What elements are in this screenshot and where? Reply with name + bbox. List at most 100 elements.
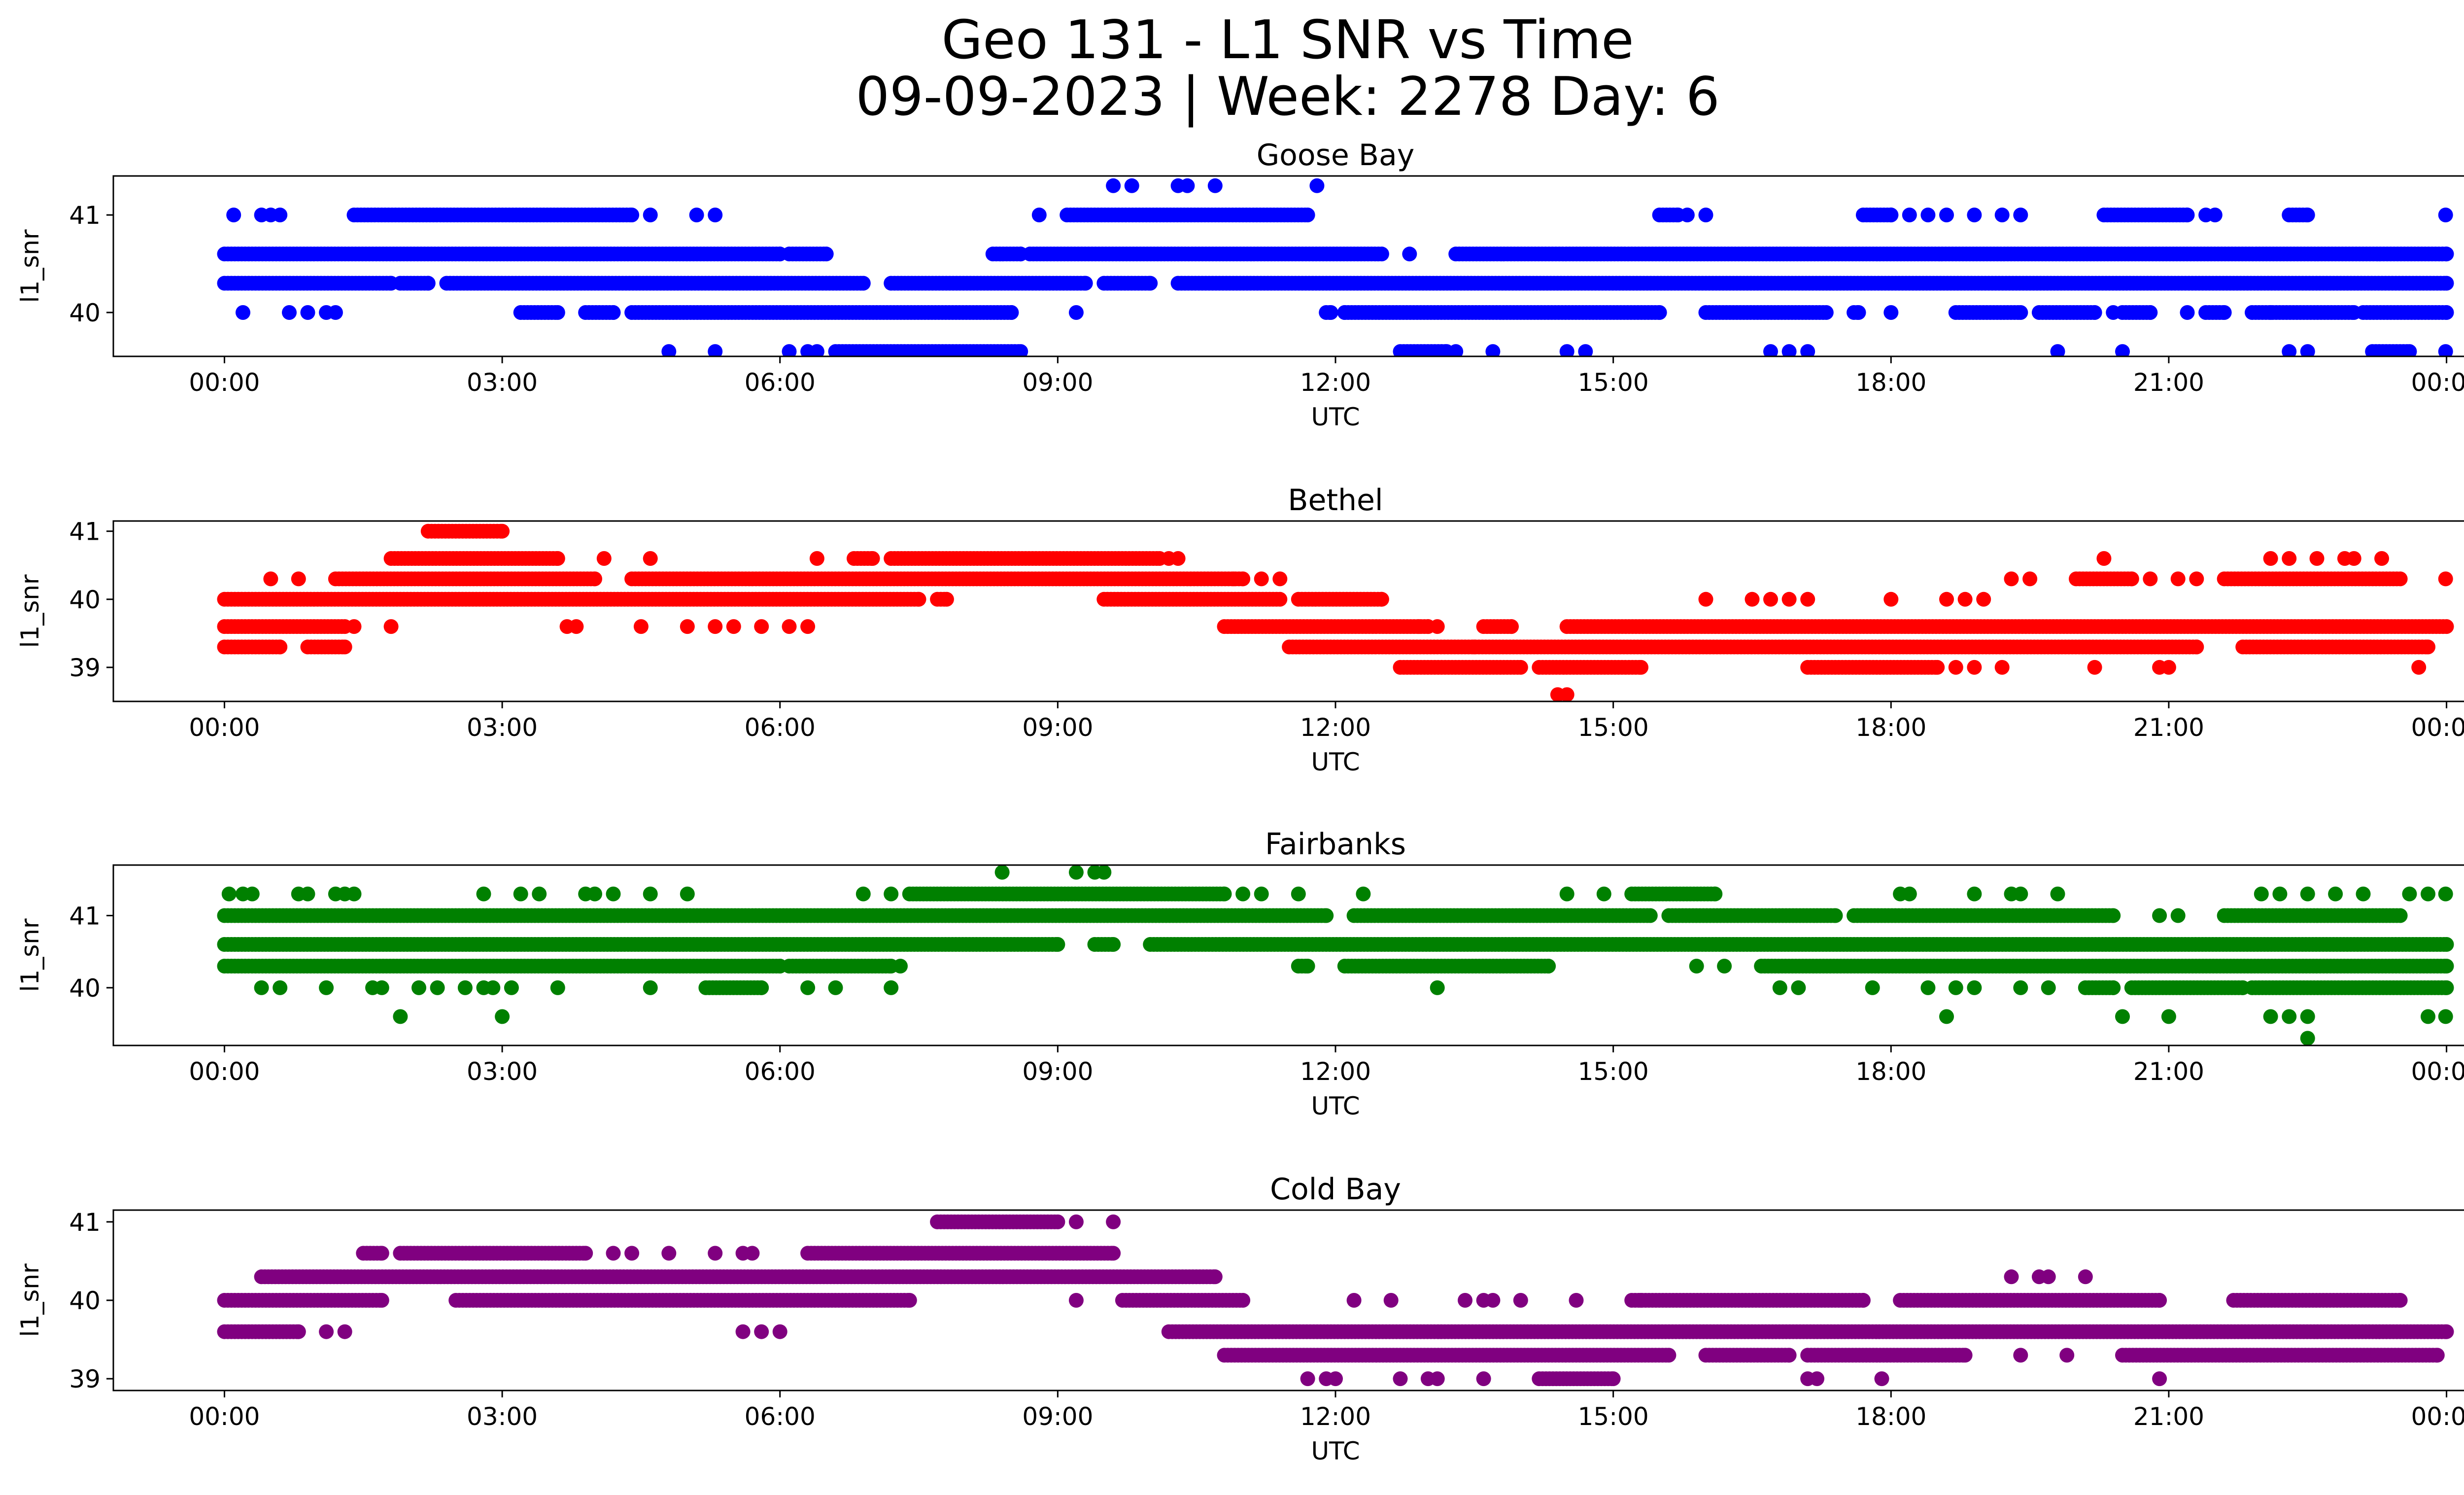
goose-bay-point xyxy=(1800,344,1815,356)
fairbanks-point xyxy=(2393,908,2408,923)
goose-bay-point xyxy=(1883,305,1899,320)
bethel-point xyxy=(2439,619,2454,634)
bethel-point xyxy=(273,639,288,655)
goose-bay-point xyxy=(1323,305,1338,320)
bethel-point xyxy=(2189,571,2204,587)
bethel-point xyxy=(1967,660,1982,675)
bethel-point xyxy=(2161,660,2176,675)
bethel-x-tick-label: 18:00 xyxy=(1855,713,1926,742)
goose-bay-point xyxy=(1851,305,1866,320)
goose-bay-point xyxy=(2402,344,2417,356)
goose-bay-point xyxy=(689,208,704,223)
bethel-point xyxy=(2189,639,2204,655)
bethel-point xyxy=(1559,687,1574,701)
bethel-point xyxy=(1170,551,1186,566)
figure-title: Geo 131 - L1 SNR vs Time xyxy=(941,9,1634,71)
goose-bay-y-tick-label: 40 xyxy=(69,299,101,327)
goose-bay-point xyxy=(420,276,436,291)
bethel-point xyxy=(1411,619,1427,634)
goose-bay-x-tick-label: 00:00 xyxy=(2411,368,2464,397)
goose-bay-y-axis-label: l1_snr xyxy=(16,229,44,303)
goose-bay-point xyxy=(1004,305,1019,320)
goose-bay-point xyxy=(1448,344,1464,356)
goose-bay-y-tick-label: 41 xyxy=(69,201,101,230)
fairbanks-title: Fairbanks xyxy=(1265,827,1406,862)
bethel-point xyxy=(1226,571,1241,587)
bethel-point xyxy=(2309,551,2325,566)
goose-bay-point xyxy=(606,305,621,320)
goose-bay-point xyxy=(1124,178,1139,193)
bethel-x-tick-label: 06:00 xyxy=(745,713,816,742)
fairbanks-markers xyxy=(217,865,2454,1045)
goose-bay-point xyxy=(2300,208,2315,223)
fairbanks-point xyxy=(2106,908,2121,923)
bethel-x-tick-label: 03:00 xyxy=(467,713,538,742)
bethel-point xyxy=(2346,551,2361,566)
fairbanks-point xyxy=(1050,937,1065,952)
bethel-point xyxy=(1883,591,1899,607)
goose-bay-point xyxy=(1180,178,1195,193)
bethel-point xyxy=(643,551,658,566)
goose-bay-point xyxy=(2180,208,2195,223)
bethel-point xyxy=(754,619,769,634)
goose-bay-x-tick-label: 09:00 xyxy=(1022,368,1093,397)
bethel-y-axis-label: l1_snr xyxy=(16,574,44,648)
bethel-point xyxy=(782,619,797,634)
goose-bay-point xyxy=(1902,208,1917,223)
bethel-point xyxy=(1957,591,1973,607)
bethel-point xyxy=(2263,551,2278,566)
goose-bay-point xyxy=(2013,305,2028,320)
bethel-point xyxy=(2087,660,2102,675)
bethel-point xyxy=(809,551,824,566)
bethel-point xyxy=(1948,660,1963,675)
bethel-point xyxy=(726,619,741,634)
bethel-x-tick-label: 00:00 xyxy=(189,713,260,742)
goose-bay-point xyxy=(1207,178,1223,193)
bethel-title: Bethel xyxy=(1288,483,1383,518)
goose-bay-point xyxy=(1883,208,1899,223)
bethel-x-tick-label: 00:00 xyxy=(2411,713,2464,742)
goose-bay-point xyxy=(708,344,723,356)
bethel-point xyxy=(1698,591,1713,607)
bethel-x-tick-label: 09:00 xyxy=(1022,713,1093,742)
goose-bay-point xyxy=(819,246,834,262)
bethel-point xyxy=(1781,591,1797,607)
goose-bay-point xyxy=(708,208,723,223)
goose-bay-point xyxy=(1300,208,1315,223)
goose-bay-point xyxy=(1920,208,1936,223)
bethel-point xyxy=(1745,591,1760,607)
goose-bay-point xyxy=(300,305,315,320)
goose-bay-point xyxy=(856,276,871,291)
fairbanks-point xyxy=(1643,908,1658,923)
goose-bay-point xyxy=(2300,344,2315,356)
bethel-point xyxy=(1939,591,1954,607)
goose-bay-x-tick-label: 00:00 xyxy=(189,368,260,397)
goose-bay-axes-frame xyxy=(112,175,2464,357)
bethel-point xyxy=(1513,660,1528,675)
goose-bay-point xyxy=(1939,208,1954,223)
goose-bay-x-tick-label: 15:00 xyxy=(1578,368,1649,397)
goose-bay-point xyxy=(2050,344,2065,356)
goose-bay-point xyxy=(643,208,658,223)
goose-bay-point xyxy=(1818,305,1834,320)
bethel-point xyxy=(2393,571,2408,587)
bethel-point xyxy=(1800,591,1815,607)
bethel-y-tick-label: 41 xyxy=(69,518,101,546)
goose-bay-point xyxy=(236,305,250,320)
bethel-axes-frame xyxy=(112,520,2464,702)
goose-bay-point xyxy=(328,305,343,320)
figure-subtitle: 09-09-2023 | Week: 2278 Day: 6 xyxy=(856,66,1720,128)
goose-bay-point xyxy=(2115,344,2130,356)
goose-bay-x-tick-label: 18:00 xyxy=(1855,368,1926,397)
bethel-x-tick-label: 12:00 xyxy=(1300,713,1371,742)
bethel-point xyxy=(291,571,306,587)
goose-bay-point xyxy=(1337,305,1352,320)
bethel-point xyxy=(939,591,954,607)
bethel-point xyxy=(680,619,695,634)
goose-bay-point xyxy=(1994,208,2010,223)
bethel-point xyxy=(2421,639,2435,655)
bethel-point xyxy=(495,523,510,539)
goose-bay-point xyxy=(2439,246,2454,262)
bethel-point xyxy=(1504,619,1519,634)
goose-bay-point xyxy=(1374,246,1389,262)
